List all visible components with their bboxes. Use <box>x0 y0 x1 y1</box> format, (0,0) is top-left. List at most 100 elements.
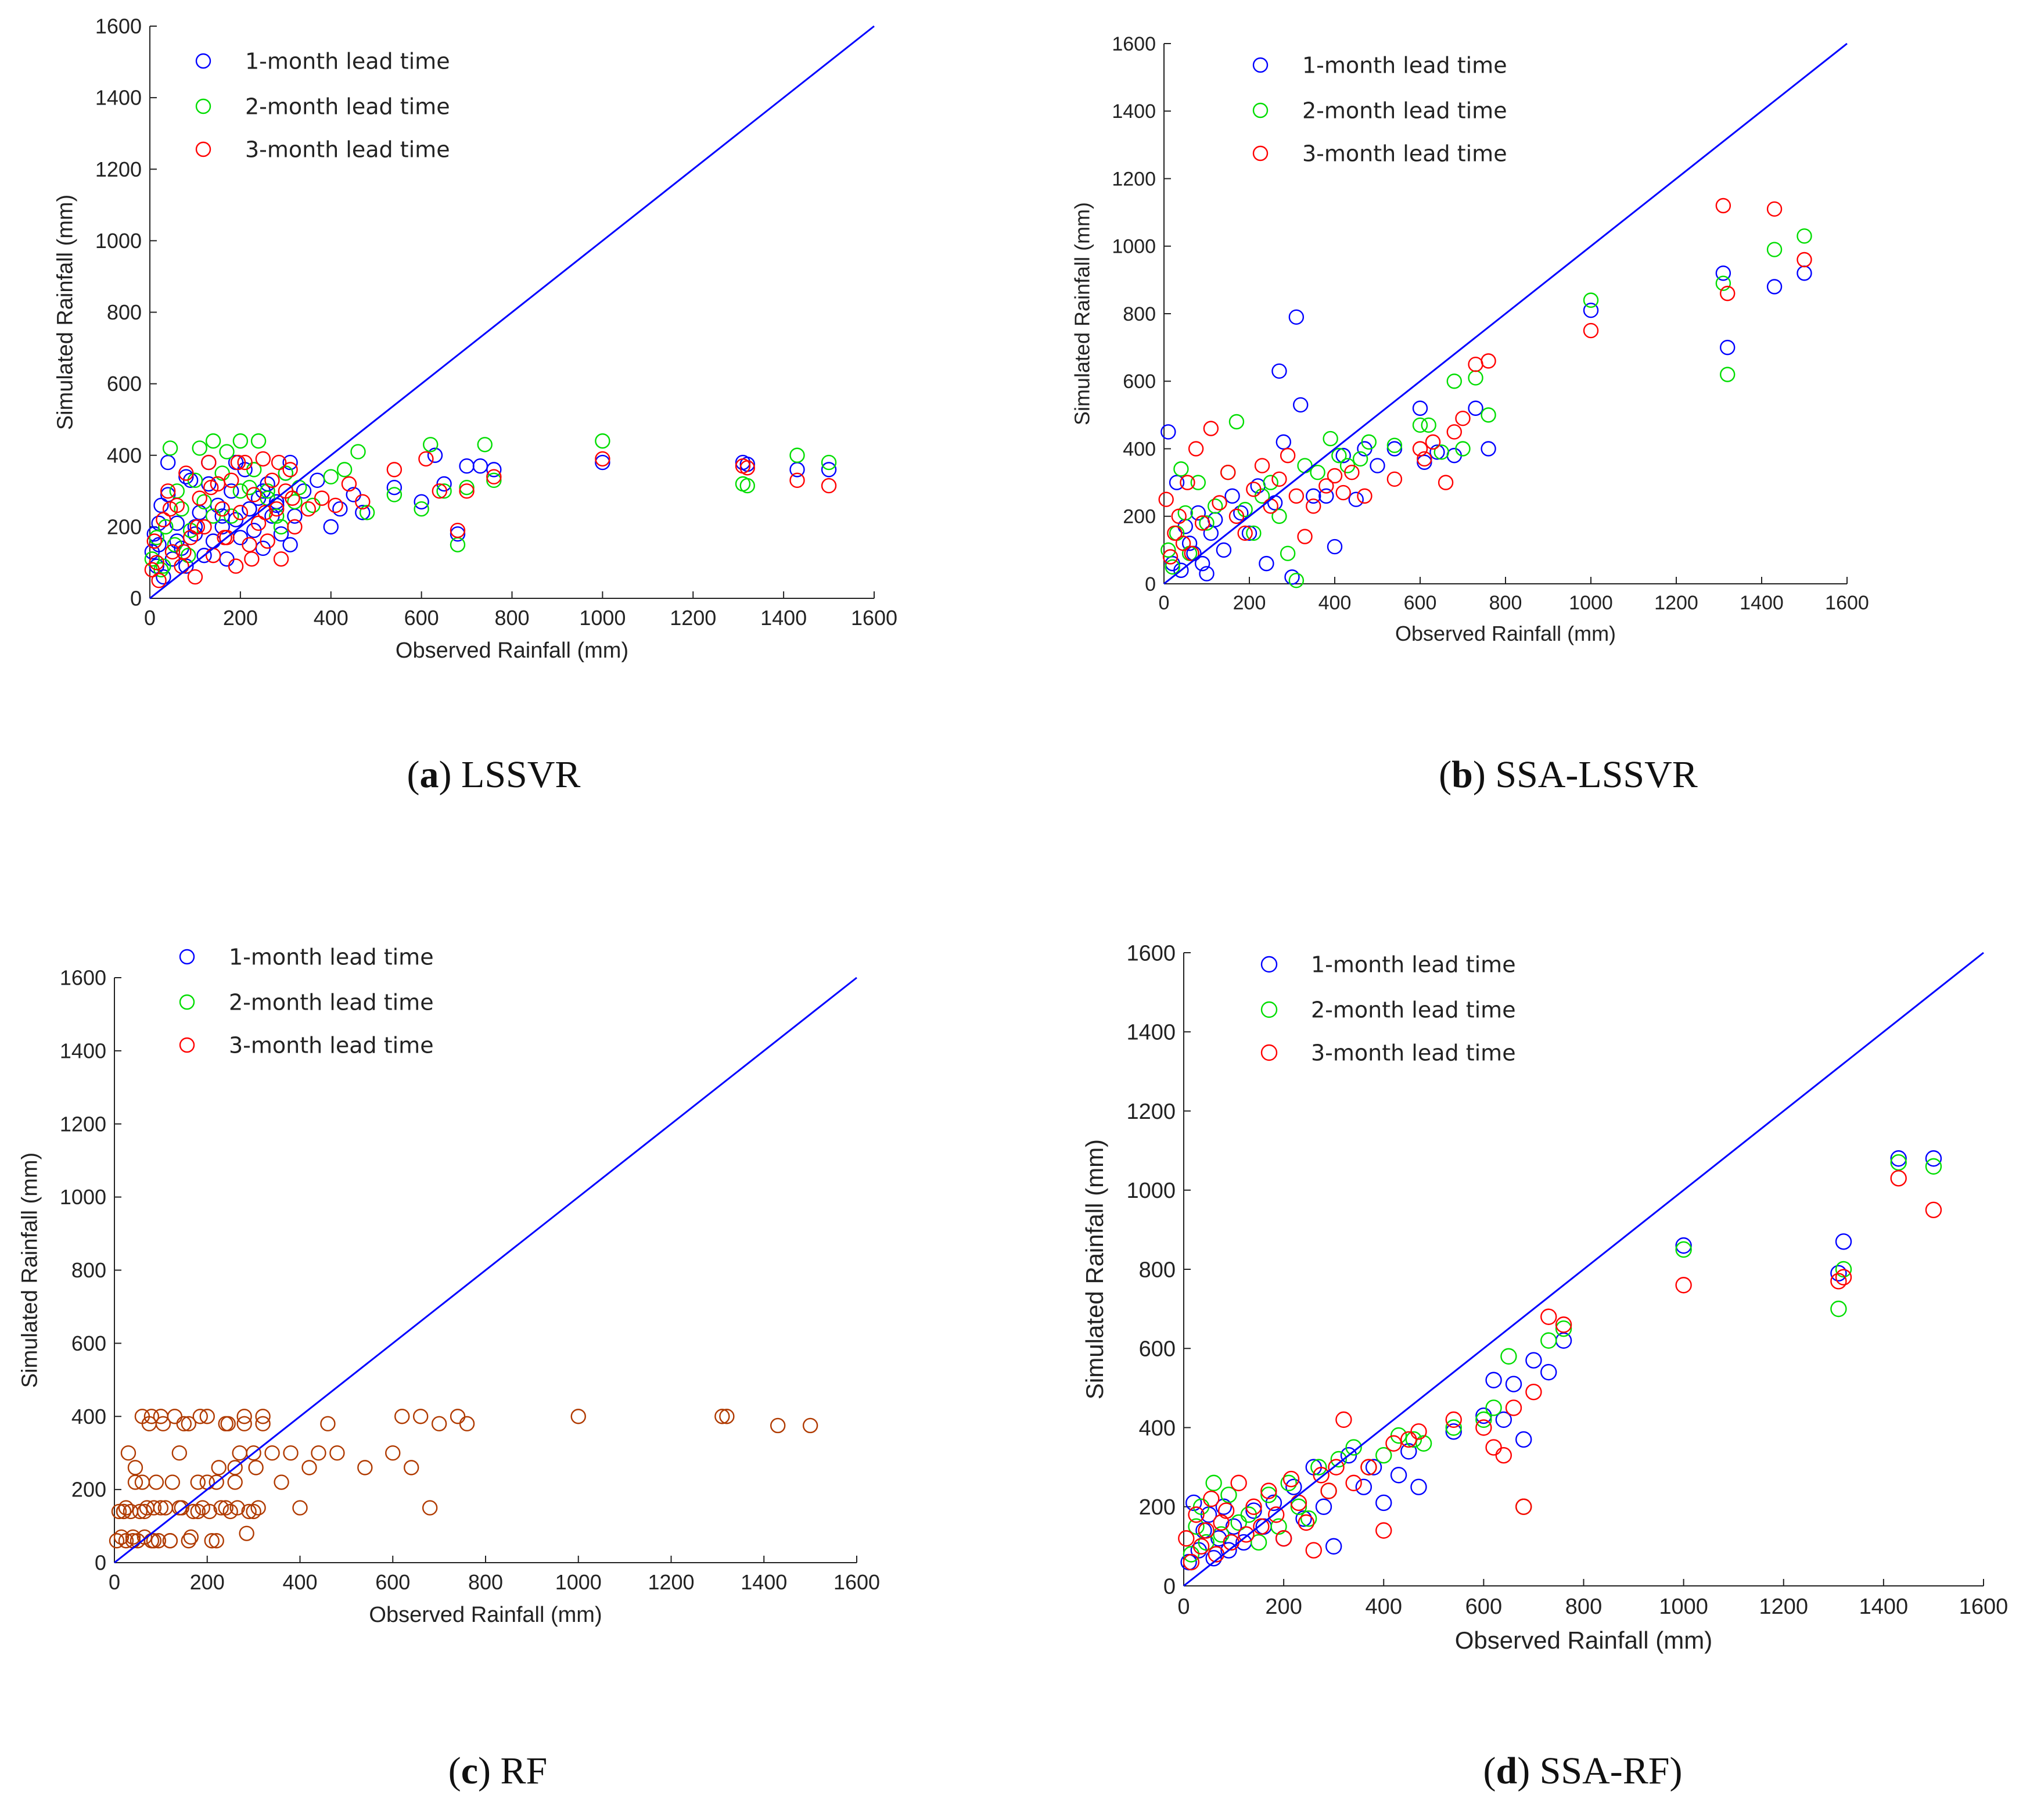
data-point-lead-3 <box>1288 488 1305 504</box>
y-axis-label: Simulated Rainfall (mm) <box>53 195 77 430</box>
data-point-lead-3 <box>176 1416 192 1432</box>
data-point-lead-1 <box>1267 495 1283 511</box>
data-point-lead-2 <box>359 505 375 520</box>
data-point-lead-1 <box>219 551 235 567</box>
data-point-lead-1 <box>1365 1459 1382 1476</box>
data-point-lead-3 <box>220 1416 236 1432</box>
data-point-lead-3 <box>1327 468 1343 484</box>
data-point-lead-2 <box>1540 1332 1557 1349</box>
data-point-lead-1 <box>178 558 194 574</box>
data-point-lead-2 <box>1405 1431 1422 1448</box>
data-point-lead-3 <box>1357 488 1373 504</box>
y-tick-label: 1200 <box>1112 168 1156 190</box>
data-point-lead-3 <box>227 1474 243 1490</box>
data-point-lead-3 <box>1328 1459 1345 1476</box>
data-point-lead-3 <box>328 497 343 514</box>
data-point-lead-3 <box>1505 1399 1522 1416</box>
data-point-lead-3 <box>183 1529 199 1545</box>
data-point-lead-3 <box>1203 421 1219 436</box>
caption-text: SSA-RF) <box>1540 1750 1683 1792</box>
data-point-lead-2 <box>1330 1451 1347 1468</box>
data-point-lead-3 <box>217 530 232 545</box>
data-point-lead-3 <box>1445 1411 1462 1428</box>
data-point-lead-3 <box>246 487 262 502</box>
data-point-lead-1 <box>1475 1407 1492 1424</box>
y-axis-label: Simulated Rainfall (mm) <box>1070 202 1094 425</box>
data-point-lead-1 <box>214 508 230 524</box>
data-point-lead-3 <box>1228 508 1245 524</box>
y-axis-label: Simulated Rainfall (mm) <box>17 1153 42 1388</box>
y-tick-label: 1200 <box>60 1112 106 1136</box>
data-point-lead-1 <box>1216 542 1232 558</box>
data-point-lead-1 <box>1241 525 1257 541</box>
data-point-lead-2 <box>1797 228 1812 244</box>
data-point-lead-2 <box>1433 444 1449 460</box>
data-point-lead-3 <box>283 1445 299 1461</box>
legend-marker-lead-1 <box>179 949 195 965</box>
data-point-lead-3 <box>802 1417 818 1434</box>
panel-caption: (b) SSA-LSSVR <box>1439 753 1698 796</box>
y-tick-label: 1000 <box>1126 1179 1176 1203</box>
legend-marker-lead-2 <box>1252 102 1269 119</box>
data-point-lead-3 <box>146 1533 162 1549</box>
data-point-lead-3 <box>199 1474 215 1490</box>
data-point-lead-2 <box>414 501 429 517</box>
data-point-lead-2 <box>305 497 321 514</box>
data-point-lead-1 <box>1169 475 1185 490</box>
data-point-lead-3 <box>143 1409 160 1424</box>
data-point-lead-2 <box>350 444 366 460</box>
data-point-lead-3 <box>232 505 249 520</box>
y-tick-label: 800 <box>71 1258 106 1282</box>
data-point-lead-3 <box>229 1500 245 1516</box>
data-point-lead-3 <box>149 555 164 570</box>
data-point-lead-3 <box>1400 1431 1417 1448</box>
data-point-lead-2 <box>1190 475 1206 490</box>
data-point-lead-3 <box>1237 525 1253 541</box>
data-point-lead-1 <box>1265 1494 1282 1512</box>
data-point-lead-1 <box>1292 397 1309 413</box>
data-point-lead-3 <box>486 469 502 484</box>
data-point-lead-2 <box>1331 447 1347 464</box>
data-point-lead-2 <box>1300 1510 1317 1527</box>
data-point-lead-1 <box>1233 505 1249 521</box>
data-point-lead-3 <box>236 1409 252 1424</box>
data-point-lead-1 <box>1583 302 1599 318</box>
data-point-lead-2 <box>1719 367 1736 382</box>
data-point-lead-2 <box>1835 1261 1852 1278</box>
data-point-lead-3 <box>1797 252 1812 268</box>
y-tick-label: 1600 <box>1112 33 1156 55</box>
data-point-lead-3 <box>213 1500 229 1516</box>
data-point-lead-3 <box>1198 1522 1215 1539</box>
data-point-lead-3 <box>227 1460 243 1476</box>
panel-caption: (a) LSSVR <box>407 753 581 796</box>
data-point-lead-3 <box>150 1533 167 1549</box>
data-point-lead-3 <box>1268 1506 1285 1523</box>
data-point-lead-2 <box>1271 508 1287 524</box>
data-point-lead-3 <box>136 1529 153 1545</box>
one-to-one-line <box>149 25 875 600</box>
data-point-lead-3 <box>246 1445 261 1461</box>
data-point-lead-3 <box>1184 545 1199 561</box>
data-point-lead-1 <box>1355 1478 1373 1495</box>
x-tick-label: 800 <box>494 606 529 630</box>
data-point-lead-3 <box>714 1409 730 1424</box>
panel-c-rf: 0 200 400 600 800 1000 1200 1400 1600 0 200 400 600 8… <box>17 944 880 1792</box>
data-point-lead-2 <box>162 440 178 456</box>
data-point-lead-2 <box>1280 545 1296 561</box>
data-point-lead-1 <box>146 526 162 542</box>
data-point-lead-2 <box>1205 1474 1222 1492</box>
data-point-lead-3 <box>357 1460 373 1476</box>
caption-text: LSSVR <box>461 753 580 796</box>
y-tick-label: 200 <box>107 515 142 539</box>
legend-marker-lead-1 <box>1252 57 1269 73</box>
caption-paren-open: ( <box>448 1750 461 1792</box>
legend-marker-lead-3 <box>1260 1044 1278 1061</box>
data-point-lead-3 <box>242 537 257 552</box>
y-tick-label: 1600 <box>60 966 106 990</box>
data-point-lead-3 <box>1446 424 1463 440</box>
y-tick-label: 1200 <box>1126 1100 1176 1124</box>
data-point-lead-3 <box>192 490 207 506</box>
data-point-lead-2 <box>1361 434 1377 450</box>
data-point-lead-3 <box>1275 1530 1292 1547</box>
data-point-lead-1 <box>332 501 348 517</box>
